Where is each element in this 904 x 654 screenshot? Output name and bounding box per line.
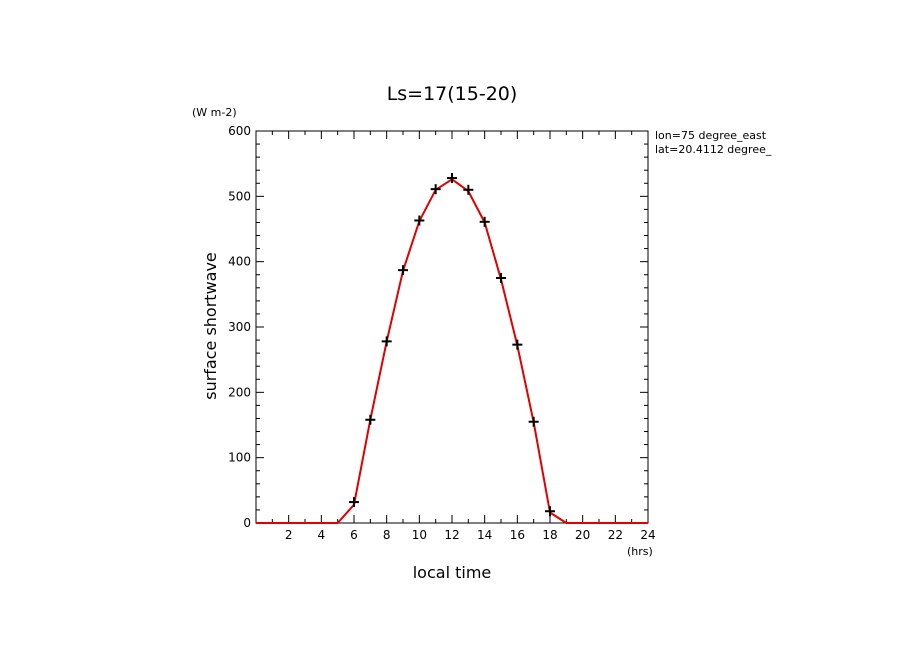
data-point-marker [512,339,523,350]
data-point-marker [528,416,539,427]
y-tick-label: 0 [243,516,251,530]
y-tick-label: 200 [228,385,251,399]
data-point-marker [349,497,359,508]
x-tick-label: 12 [444,528,459,542]
y-tick-label: 600 [228,124,251,138]
x-tick-label: 18 [542,528,557,542]
y-tick-label: 400 [228,255,251,269]
plot-frame [255,130,649,524]
data-point-marker [463,184,474,195]
annotation-lat: lat=20.4112 degree_ [655,143,772,156]
x-tick-label: 20 [575,528,590,542]
x-tick-label: 4 [318,528,326,542]
data-point-marker [447,173,457,184]
x-unit-label: (hrs) [627,545,653,558]
data-point-marker [381,336,392,347]
x-tick-label: 22 [608,528,623,542]
annotation-lon: lon=75 degree_east [655,129,767,142]
data-point-marker [398,265,408,276]
data-point-marker [545,506,555,517]
x-tick-label: 6 [350,528,358,542]
x-tick-label: 16 [510,528,525,542]
x-tick-label: 8 [383,528,391,542]
series-marker-layer [349,173,555,517]
data-point-marker [414,215,425,226]
data-point-marker [430,184,441,195]
series-line [256,178,648,524]
y-axis-label: surface shortwave [201,252,220,400]
y-tick-label: 300 [228,320,251,334]
y-tick-label: 500 [228,189,251,203]
data-point-marker [479,216,490,227]
y-tick-label: 100 [228,451,251,465]
data-point-marker [365,414,376,425]
x-tick-label: 14 [477,528,492,542]
y-unit-label: (W m-2) [192,106,237,119]
series-line-layer [256,178,648,524]
x-tick-label: 24 [640,528,655,542]
x-tick-label: 2 [285,528,293,542]
data-point-marker [496,273,506,283]
x-axis-label: local time [413,563,492,582]
chart-title: Ls=17(15-20) [387,83,518,105]
x-tick-label: 10 [412,528,427,542]
